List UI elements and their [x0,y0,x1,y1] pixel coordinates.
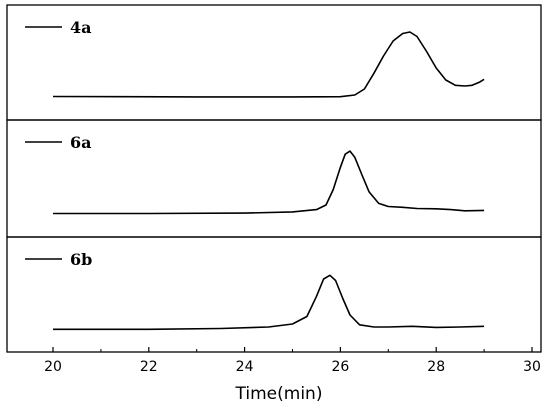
x-axis: 20 22 24 26 28 30 [44,347,541,375]
x-tick-label: 30 [523,359,541,375]
panel-4a: 4a [6,4,542,121]
legend-label: 6b [70,250,92,269]
legend-label: 4a [70,18,92,37]
panel-6a: 6a [6,119,542,238]
panels-layer: 4a 6a 6b [6,4,542,353]
x-axis-label: Time(min) [235,384,323,404]
x-tick-label: 28 [427,359,445,375]
x-tick-label: 20 [44,359,62,375]
series-line-4a [52,31,485,98]
series-line-6a [53,150,485,215]
x-tick-label: 26 [331,359,349,375]
panel-6b: 6b [6,236,542,353]
legend-label: 6a [70,133,92,152]
panel-frame [6,236,542,353]
x-tick-label: 24 [236,359,254,375]
x-tick-label: 22 [140,359,158,375]
series-line-6b [53,274,485,331]
